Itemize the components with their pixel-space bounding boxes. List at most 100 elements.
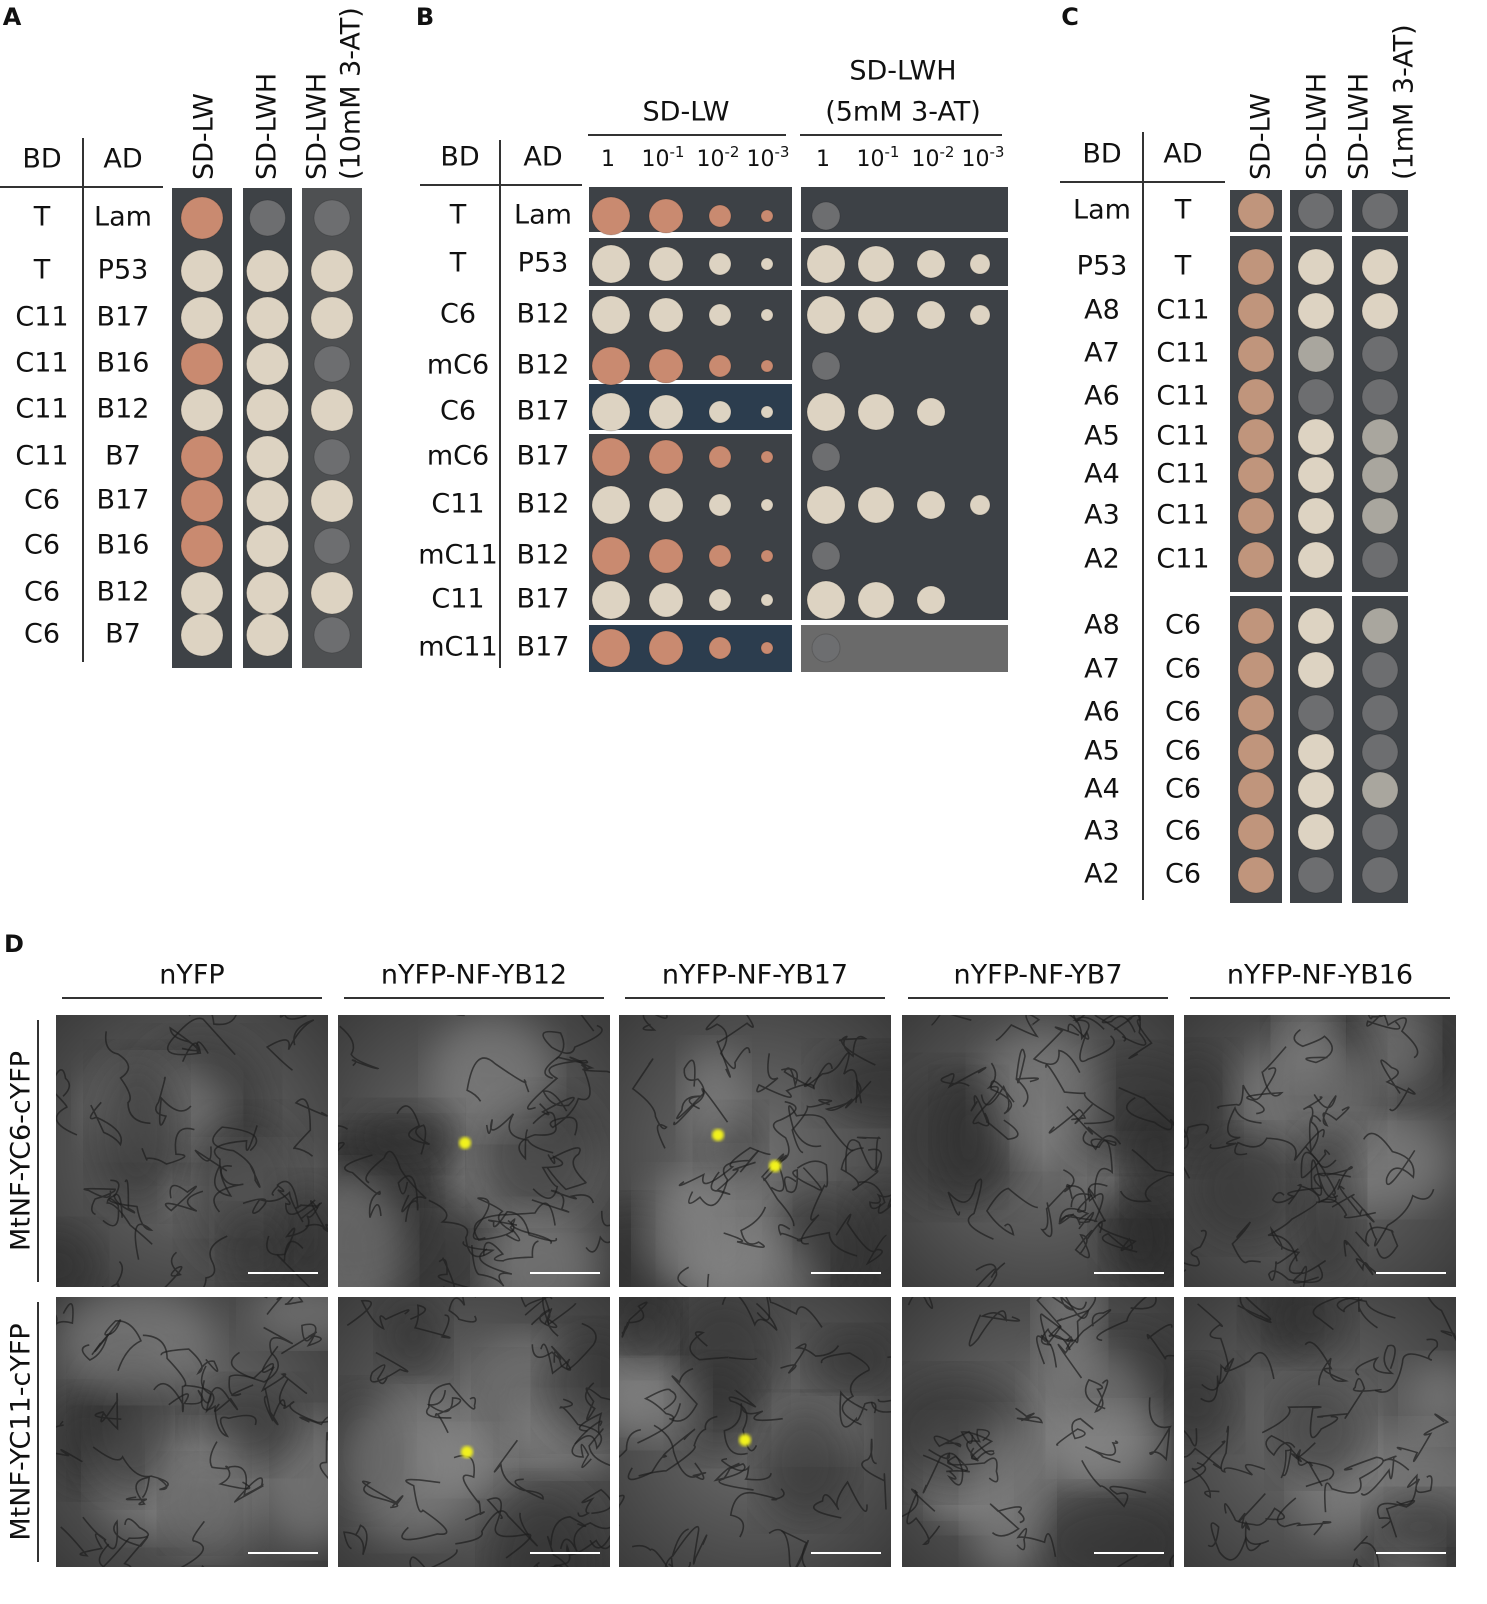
- cell-wall: [713, 1462, 754, 1491]
- shade: [978, 1029, 1104, 1159]
- cell-wall: [1343, 1239, 1378, 1276]
- yeast-spot: [916, 300, 946, 330]
- ad-label: B12: [517, 540, 570, 571]
- cell-wall: [1191, 1440, 1226, 1499]
- cell-wall: [1355, 1226, 1399, 1259]
- cell-wall: [56, 1069, 78, 1136]
- ad-label: Lam: [514, 200, 572, 231]
- cell-wall: [1317, 1377, 1382, 1419]
- cell-wall: [1374, 1338, 1439, 1393]
- cell-wall: [125, 1476, 151, 1506]
- cell-wall: [1040, 1169, 1075, 1237]
- cell-wall: [729, 1488, 785, 1538]
- panel-label: A: [3, 3, 22, 31]
- ad-label: B17: [517, 584, 570, 615]
- yeast-spot: [708, 544, 732, 568]
- shade: [815, 1045, 891, 1121]
- micrograph: [1184, 1297, 1456, 1567]
- yeast-spot: [246, 249, 289, 293]
- column-header: SD-LW: [189, 93, 220, 180]
- yeast-spot: [246, 613, 289, 657]
- yeast-spot: [1297, 192, 1335, 230]
- yeast-spot: [180, 613, 224, 657]
- micrograph: [1184, 1015, 1456, 1287]
- cell-wall: [164, 1184, 204, 1212]
- cell-wall: [530, 1308, 559, 1337]
- cell-wall: [271, 1184, 316, 1215]
- ad-label: C6: [1165, 610, 1201, 641]
- yeast-spot: [1237, 378, 1275, 416]
- cell-wall: [870, 1398, 891, 1413]
- dilution-label: 10-1: [857, 143, 900, 173]
- column-header: nYFP-NF-YB7: [953, 960, 1122, 991]
- shade: [430, 1016, 554, 1133]
- dilution-label: 10-3: [962, 143, 1005, 173]
- cell-wall: [546, 1515, 587, 1567]
- cell-wall: [533, 1539, 610, 1567]
- yeast-spot: [760, 450, 774, 464]
- header: AD: [1163, 139, 1202, 170]
- cell-wall: [1380, 1059, 1416, 1112]
- bd-label: A8: [1084, 295, 1120, 326]
- cell-wall: [1066, 1106, 1122, 1151]
- column-header: SD-LWH: [302, 73, 333, 180]
- cell-wall: [505, 1218, 553, 1245]
- cell-wall: [668, 1367, 698, 1422]
- column-header: SD-LWH: [1344, 73, 1375, 180]
- bd-label: A6: [1084, 697, 1120, 728]
- cell-wall: [812, 1480, 868, 1519]
- cell-wall: [397, 1175, 419, 1213]
- exponent: -2: [940, 143, 955, 161]
- cell-wall: [276, 1297, 304, 1306]
- ad-label: P53: [518, 248, 569, 279]
- cell-wall: [276, 1240, 311, 1287]
- dilution-label: 10-2: [912, 143, 955, 173]
- bd-label: A8: [1084, 610, 1120, 641]
- yeast-spot: [1297, 733, 1335, 771]
- yeast-spot: [648, 394, 684, 430]
- yeast-spot: [1237, 856, 1275, 894]
- cell-wall: [637, 1388, 677, 1444]
- shade: [1292, 1127, 1361, 1287]
- cell-wall: [642, 1015, 668, 1031]
- cell-wall: [1015, 1048, 1040, 1108]
- cell-wall: [721, 1457, 772, 1481]
- cell-wall: [1368, 1188, 1435, 1247]
- micrograph: [338, 1015, 610, 1287]
- cell-wall: [791, 1098, 833, 1154]
- cell-wall: [947, 1178, 994, 1240]
- cell-wall: [531, 1344, 572, 1371]
- panel-label: C: [1061, 3, 1079, 31]
- yeast-spot: [857, 581, 895, 619]
- panel-label: D: [4, 930, 24, 958]
- dilution-label: 10-1: [642, 143, 685, 173]
- cell-wall: [678, 1146, 771, 1187]
- cell-wall: [922, 1448, 970, 1473]
- cell-wall: [265, 1019, 315, 1071]
- yfp-signal: [459, 1137, 471, 1149]
- shade: [486, 1487, 600, 1567]
- ad-label: C11: [1156, 544, 1209, 575]
- micrograph-content: [619, 1297, 891, 1567]
- cell-wall: [585, 1210, 610, 1253]
- cell-wall: [705, 1015, 751, 1070]
- cell-wall: [1360, 1455, 1410, 1496]
- shade: [380, 1297, 447, 1376]
- bd-label: mC11: [418, 632, 498, 663]
- cell-wall: [960, 1431, 995, 1460]
- shade: [1104, 1184, 1174, 1287]
- cell-wall: [1051, 1297, 1087, 1311]
- shade: [249, 1297, 328, 1345]
- cell-wall: [532, 1154, 564, 1200]
- cell-wall: [1323, 1456, 1384, 1513]
- micrograph: [902, 1297, 1174, 1567]
- cell-wall: [1074, 1221, 1103, 1259]
- cell-wall: [947, 1455, 999, 1483]
- cell-wall: [689, 1331, 758, 1361]
- column-header: nYFP-NF-YB17: [662, 960, 848, 991]
- cell-wall: [471, 1244, 513, 1287]
- yeast-spot: [1361, 651, 1399, 689]
- yeast-spot: [1297, 456, 1335, 494]
- cell-wall: [780, 1343, 840, 1374]
- yeast-spot: [708, 493, 732, 517]
